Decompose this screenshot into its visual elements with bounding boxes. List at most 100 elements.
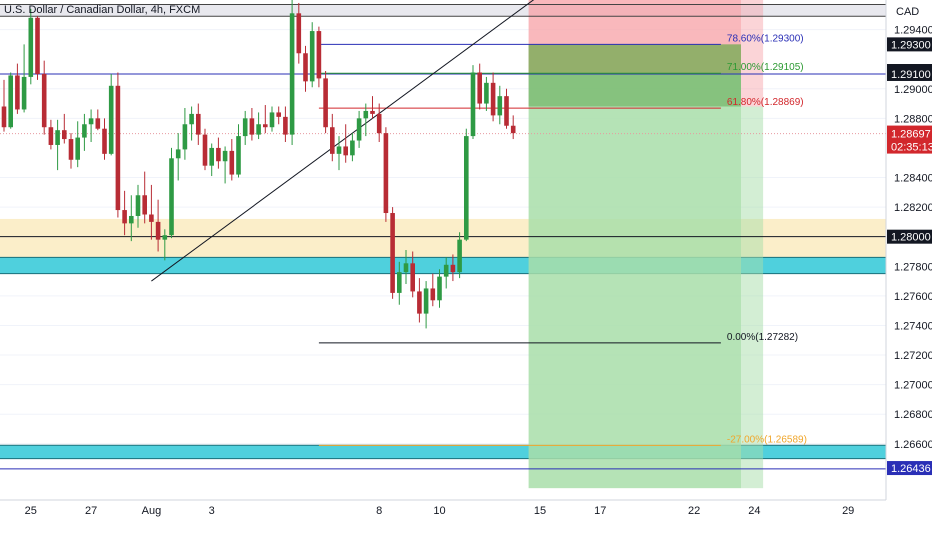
candle-body — [169, 158, 174, 236]
time-tick-label: 27 — [85, 505, 97, 517]
current-price-label: 1.28697 — [891, 129, 931, 141]
candle-body — [28, 17, 34, 77]
candle-body — [196, 113, 201, 135]
price-tag-label: 1.28000 — [891, 232, 931, 244]
candle-body — [229, 150, 235, 175]
candle-body — [263, 124, 268, 128]
candle-body — [88, 118, 94, 125]
price-tick-label: 1.27400 — [894, 320, 932, 332]
candle-body — [283, 116, 288, 135]
price-tick-label: 1.29000 — [894, 84, 932, 96]
candle-body — [330, 127, 335, 154]
candle-body — [21, 76, 27, 110]
candle-body — [35, 17, 40, 74]
fib-label: 78.60%(1.29300) — [727, 33, 804, 44]
time-tick-label: 25 — [25, 505, 37, 517]
candle-body — [149, 214, 154, 222]
candle-body — [450, 264, 456, 273]
candle-body — [175, 149, 181, 159]
fib-label: 0.00%(1.27282) — [727, 332, 798, 343]
candle-body — [376, 113, 382, 134]
price-tag — [887, 37, 932, 52]
candle-body — [437, 276, 442, 301]
time-tick-label: 29 — [842, 505, 854, 517]
candle-body — [316, 31, 322, 79]
time-tick-label: 15 — [534, 505, 546, 517]
price-tick-label: 1.28200 — [894, 202, 932, 214]
candle-body — [41, 73, 47, 128]
price-tick-label: 1.27200 — [894, 350, 932, 362]
candle-body — [309, 31, 315, 82]
candle-body — [142, 195, 147, 215]
candle-body — [484, 82, 489, 104]
take-profit-area — [528, 106, 741, 489]
candle-body — [108, 85, 114, 154]
candle-body — [95, 118, 101, 129]
candle-body — [417, 291, 422, 314]
candle-body — [303, 53, 308, 82]
price-axis-background — [886, 0, 932, 550]
candle-body — [222, 150, 228, 162]
price-tick-label: 1.28400 — [894, 173, 932, 185]
candle-body — [356, 118, 362, 141]
time-tick-label: 3 — [209, 505, 215, 517]
trendline — [151, 0, 535, 282]
candle-body — [510, 125, 516, 134]
price-tag — [887, 461, 932, 476]
candle-body — [48, 127, 54, 145]
candle-body — [102, 128, 107, 154]
candle-body — [323, 78, 328, 128]
price-tags: 1.293001.291201.291001.280001.264361.286… — [887, 37, 932, 476]
top-zone — [0, 4, 886, 17]
candle-body — [363, 110, 369, 119]
candle-body — [155, 221, 161, 240]
trendline-layer — [151, 0, 535, 282]
time-axis[interactable]: 25 27 Aug 3 8 10 15 17 22 24 29 — [25, 505, 855, 517]
price-tag — [887, 229, 932, 244]
time-axis-background — [0, 500, 932, 550]
chart-title: U.S. Dollar / Canadian Dollar, 4h, FXCM — [4, 4, 200, 16]
price-tag — [887, 66, 932, 81]
candle-body — [135, 195, 141, 216]
fib-band — [528, 44, 741, 74]
fib-label: 71.00%(1.29105) — [727, 62, 804, 73]
candle-body — [129, 215, 134, 224]
candle-body — [470, 72, 476, 137]
candle-body — [242, 118, 248, 137]
candle-body — [15, 75, 20, 110]
candle-body — [8, 75, 13, 128]
candle-body — [443, 264, 449, 277]
price-tag-label: 1.29100 — [891, 69, 931, 81]
candle-body — [423, 288, 429, 314]
candle-body — [55, 130, 60, 145]
candle-body — [477, 72, 482, 104]
position-layer — [528, 0, 764, 489]
candle-body — [122, 210, 127, 224]
candle-body — [236, 136, 241, 175]
time-tick-label: 10 — [433, 505, 445, 517]
price-tag-label: 1.26436 — [891, 463, 931, 475]
candles-layer — [1, 0, 516, 329]
candle-body — [269, 112, 275, 128]
price-tick-label: 1.26800 — [894, 409, 932, 421]
candle-body — [457, 239, 462, 273]
candle-body — [464, 136, 469, 240]
price-axis[interactable]: 1.29400 1.29000 1.28800 1.28400 1.28200 1.278… — [894, 25, 932, 451]
levels-layer — [0, 3, 886, 470]
fib-label: 61.80%(1.28869) — [727, 97, 804, 108]
candle-body — [276, 112, 281, 117]
candle-body — [209, 147, 214, 166]
candle-body — [182, 124, 188, 150]
candle-body — [189, 113, 194, 125]
take-profit-area-extension — [741, 106, 764, 489]
candle-body — [336, 146, 342, 154]
candle-body — [403, 263, 409, 273]
candle-body — [256, 124, 261, 135]
candle-body — [410, 263, 415, 292]
price-tick-label: 1.28800 — [894, 113, 932, 125]
time-tick-label: 22 — [688, 505, 700, 517]
time-tick-label: 17 — [594, 505, 606, 517]
price-tick-label: 1.27800 — [894, 261, 932, 273]
